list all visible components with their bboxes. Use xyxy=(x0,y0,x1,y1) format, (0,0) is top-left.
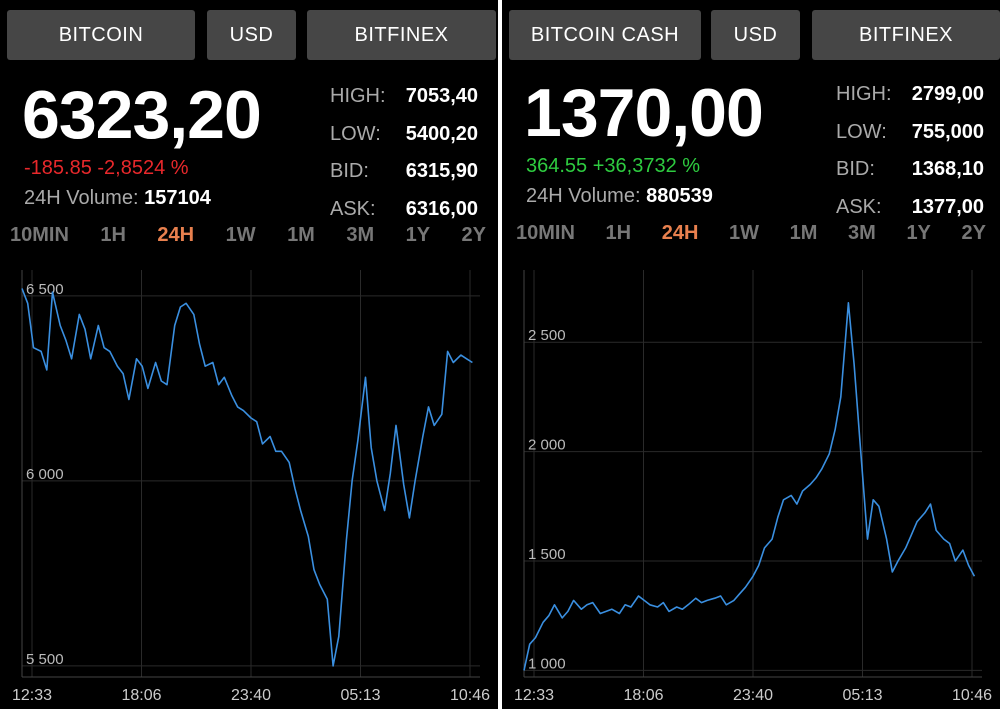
tab-1h[interactable]: 1H xyxy=(100,224,126,246)
tab-1y[interactable]: 1Y xyxy=(906,222,931,244)
x-tick-label: 10:46 xyxy=(952,687,992,704)
stat-value: 1377,00 xyxy=(911,195,984,218)
currency-select-button[interactable]: USD xyxy=(711,10,800,60)
price-change: -185.85 -2,8524 % xyxy=(24,157,189,179)
stats-list: HIGH: 7053,40 LOW: 5400,20 BID: 6315,90 ASK… xyxy=(330,78,478,228)
price-series-line xyxy=(21,288,473,667)
price-chart[interactable]: 12:33 18:06 23:40 05:13 10:46 5 500 6 000 6 500 xyxy=(0,262,498,709)
stat-value: 6316,00 xyxy=(405,197,478,220)
stat-high: HIGH: 7053,40 xyxy=(330,78,478,116)
x-tick-label: 05:13 xyxy=(842,687,882,704)
x-tick-label: 18:06 xyxy=(121,687,161,704)
volume-label: 24H Volume: xyxy=(24,187,139,209)
stats-list: HIGH: 2799,00 LOW: 755,000 BID: 1368,10 ASK… xyxy=(836,76,984,226)
stat-value: 6315,90 xyxy=(405,160,478,183)
stat-low: LOW: 755,000 xyxy=(836,114,984,152)
exchange-select-button[interactable]: BITFINEX xyxy=(812,10,1000,60)
stat-label: ASK: xyxy=(836,195,882,218)
stat-ask: ASK: 1377,00 xyxy=(836,189,984,227)
x-tick-label: 12:33 xyxy=(514,687,554,704)
tab-2y[interactable]: 2Y xyxy=(961,222,986,244)
stat-value: 2799,00 xyxy=(911,83,984,106)
exchange-select-button[interactable]: BITFINEX xyxy=(307,10,496,60)
y-tick-label: 2 000 xyxy=(528,437,566,454)
stat-value: 1368,10 xyxy=(911,158,984,181)
tab-10min[interactable]: 10MIN xyxy=(516,222,575,244)
y-tick-label: 6 000 xyxy=(26,466,64,483)
stat-ask: ASK: 6316,00 xyxy=(330,191,478,229)
y-tick-label: 1 000 xyxy=(528,655,566,672)
current-price: 6323,20 xyxy=(22,77,262,153)
bitcoin-cash-panel: BITCOIN CASH USD BITFINEX 1370,00 364.55… xyxy=(502,0,1000,709)
panel-divider xyxy=(498,0,502,709)
bitcoin-panel: BITCOIN USD BITFINEX 6323,20 -185.85 -2,… xyxy=(0,0,498,709)
tab-1w[interactable]: 1W xyxy=(225,224,256,246)
stat-label: ASK: xyxy=(330,197,376,220)
stat-high: HIGH: 2799,00 xyxy=(836,76,984,114)
y-tick-label: 2 500 xyxy=(528,327,566,344)
tab-24h[interactable]: 24H xyxy=(157,224,195,246)
x-tick-label: 18:06 xyxy=(623,687,663,704)
x-tick-label: 05:13 xyxy=(340,687,380,704)
stat-label: HIGH: xyxy=(836,83,892,106)
y-tick-label: 5 500 xyxy=(26,651,64,668)
stat-low: LOW: 5400,20 xyxy=(330,116,478,154)
tab-3m[interactable]: 3M xyxy=(346,224,375,246)
stat-bid: BID: 6315,90 xyxy=(330,153,478,191)
tab-1y[interactable]: 1Y xyxy=(405,224,431,246)
tab-3m[interactable]: 3M xyxy=(848,222,876,244)
y-tick-label: 1 500 xyxy=(528,546,566,563)
tab-2y[interactable]: 2Y xyxy=(461,224,486,246)
y-tick-label: 6 500 xyxy=(26,281,64,298)
time-range-tabs: 10MIN 1H 24H 1W 1M 3M 1Y 2Y xyxy=(516,222,986,245)
price-change: 364.55 +36,3732 % xyxy=(526,155,701,177)
tab-24h[interactable]: 24H xyxy=(661,222,699,244)
tab-1w[interactable]: 1W xyxy=(729,222,760,244)
stat-value: 5400,20 xyxy=(405,122,478,145)
x-tick-label: 12:33 xyxy=(12,687,52,704)
tab-1m[interactable]: 1M xyxy=(287,224,315,246)
volume-value: 880539 xyxy=(646,185,713,207)
price-chart[interactable]: 12:33 18:06 23:40 05:13 10:46 1 000 1 500 2 000… xyxy=(502,262,1000,709)
volume-24h: 24H Volume: 880539 xyxy=(526,185,713,208)
tab-10min[interactable]: 10MIN xyxy=(10,224,69,246)
stat-value: 755,000 xyxy=(911,120,984,143)
price-series-line xyxy=(523,301,976,671)
current-price: 1370,00 xyxy=(524,75,764,151)
stat-label: LOW: xyxy=(836,120,887,143)
volume-value: 157104 xyxy=(144,187,211,209)
tab-1m[interactable]: 1M xyxy=(789,222,818,244)
stat-value: 7053,40 xyxy=(405,85,478,108)
asset-select-button[interactable]: BITCOIN CASH xyxy=(509,10,701,60)
x-tick-label: 10:46 xyxy=(450,687,490,704)
stat-label: HIGH: xyxy=(330,85,386,108)
stat-label: BID: xyxy=(836,158,875,181)
tab-1h[interactable]: 1H xyxy=(605,222,632,244)
stat-label: LOW: xyxy=(330,122,381,145)
currency-select-button[interactable]: USD xyxy=(207,10,296,60)
x-tick-label: 23:40 xyxy=(231,687,271,704)
volume-24h: 24H Volume: 157104 xyxy=(24,187,211,210)
asset-select-button[interactable]: BITCOIN xyxy=(7,10,195,60)
stat-label: BID: xyxy=(330,160,369,183)
time-range-tabs: 10MIN 1H 24H 1W 1M 3M 1Y 2Y xyxy=(10,224,486,247)
volume-label: 24H Volume: xyxy=(526,185,641,207)
x-tick-label: 23:40 xyxy=(733,687,773,704)
stat-bid: BID: 1368,10 xyxy=(836,151,984,189)
